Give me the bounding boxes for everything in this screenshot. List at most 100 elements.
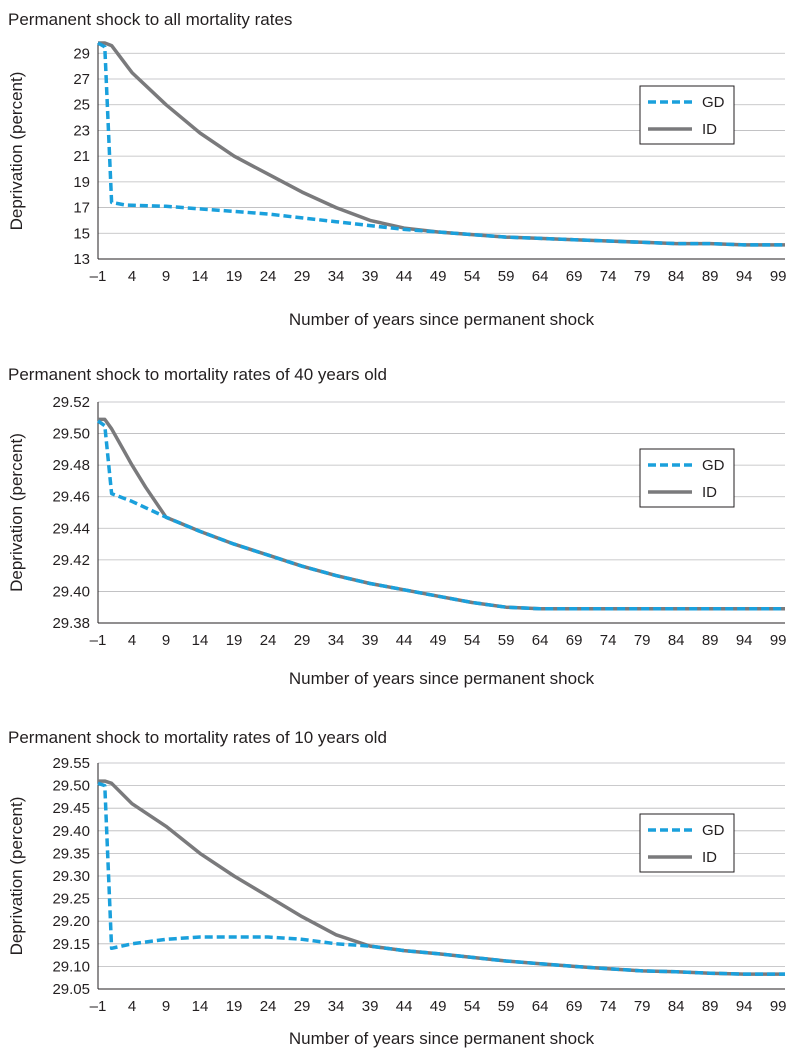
x-axis-title: Number of years since permanent shock xyxy=(289,310,595,329)
legend-label: ID xyxy=(702,849,717,866)
legend-label: GD xyxy=(702,457,725,474)
x-tick-label: 74 xyxy=(600,998,617,1015)
chart-title: Permanent shock to mortality rates of 40… xyxy=(8,365,387,384)
y-tick-label: 29.50 xyxy=(52,426,90,443)
x-tick-label: 9 xyxy=(162,268,170,285)
y-tick-label: 29.55 xyxy=(52,755,90,772)
y-tick-label: 17 xyxy=(73,200,90,217)
series-line-gd xyxy=(96,419,785,611)
x-tick-label: 29 xyxy=(294,998,311,1015)
y-tick-label: 29.48 xyxy=(52,457,90,474)
x-tick-label: 54 xyxy=(464,632,481,649)
x-axis-title: Number of years since permanent shock xyxy=(289,669,595,688)
x-tick-label: 44 xyxy=(396,632,413,649)
x-tick-label: 14 xyxy=(192,632,209,649)
x-tick-label: 54 xyxy=(464,268,481,285)
y-tick-label: 29.52 xyxy=(52,394,90,411)
y-tick-label: 29.45 xyxy=(52,800,90,817)
y-tick-label: 29.42 xyxy=(52,552,90,569)
series-line-id xyxy=(98,417,785,611)
chart-panel-1: Permanent shock to all mortality rates 1… xyxy=(0,0,789,340)
x-tick-label: 39 xyxy=(362,268,379,285)
x-tick-label: 29 xyxy=(294,632,311,649)
y-tick-label: 19 xyxy=(73,174,90,191)
x-tick-label: 64 xyxy=(532,998,549,1015)
x-tick-label: –1 xyxy=(90,998,107,1015)
x-tick-label: 4 xyxy=(128,632,136,649)
x-tick-label: 94 xyxy=(736,268,753,285)
y-tick-label: 29.46 xyxy=(52,489,90,506)
x-tick-label: 44 xyxy=(396,268,413,285)
y-tick-label: 29.10 xyxy=(52,958,90,975)
y-axis-title: Deprivation (percent) xyxy=(7,72,26,231)
x-tick-label: 79 xyxy=(634,632,651,649)
legend-label: GD xyxy=(702,822,725,839)
x-tick-label: 49 xyxy=(430,268,447,285)
x-tick-label: 74 xyxy=(600,632,617,649)
x-tick-label: 49 xyxy=(430,632,447,649)
x-tick-label: 89 xyxy=(702,998,719,1015)
x-tick-label: 84 xyxy=(668,998,685,1015)
x-tick-label: 44 xyxy=(396,998,413,1015)
x-tick-label: 99 xyxy=(770,268,787,285)
x-tick-label: 64 xyxy=(532,632,549,649)
x-tick-label: 84 xyxy=(668,268,685,285)
x-tick-label: –1 xyxy=(90,632,107,649)
y-tick-label: 29.20 xyxy=(52,913,90,930)
legend-box xyxy=(639,448,735,508)
y-tick-label: 29 xyxy=(73,45,90,62)
x-tick-label: 99 xyxy=(770,998,787,1015)
x-tick-label: 89 xyxy=(702,632,719,649)
line-chart-40-years-old: 29.38 29.40 29.42 29.44 29.46 29.48 29.50 29.52… xyxy=(7,394,787,688)
x-tick-label: 59 xyxy=(498,998,515,1015)
y-tick-label: 29.15 xyxy=(52,936,90,953)
x-tick-label: 24 xyxy=(260,268,277,285)
x-tick-label: 79 xyxy=(634,268,651,285)
y-tick-label: 27 xyxy=(73,71,90,88)
x-tick-label: 94 xyxy=(736,632,753,649)
y-tick-label: 29.40 xyxy=(52,823,90,840)
x-tick-label: 59 xyxy=(498,632,515,649)
series-line-gd xyxy=(97,41,785,247)
legend-label: ID xyxy=(702,121,717,138)
chart-panel-3: Permanent shock to mortality rates of 10… xyxy=(0,720,789,1052)
y-tick-label: 29.05 xyxy=(52,981,90,998)
y-tick-label: 15 xyxy=(73,225,90,242)
y-tick-label: 29.35 xyxy=(52,845,90,862)
x-tick-label: 39 xyxy=(362,632,379,649)
y-axis-title: Deprivation (percent) xyxy=(7,797,26,956)
x-tick-label: 79 xyxy=(634,998,651,1015)
x-tick-label: 69 xyxy=(566,998,583,1015)
y-tick-label: 29.38 xyxy=(52,615,90,632)
y-tick-label: 23 xyxy=(73,122,90,139)
x-tick-label: 99 xyxy=(770,632,787,649)
legend-label: ID xyxy=(702,484,717,501)
y-tick-label: 25 xyxy=(73,97,90,114)
x-tick-label: 29 xyxy=(294,268,311,285)
x-tick-label: 64 xyxy=(532,268,549,285)
x-tick-label: 69 xyxy=(566,268,583,285)
x-tick-label: 19 xyxy=(226,998,243,1015)
x-tick-label: 19 xyxy=(226,632,243,649)
x-tick-label: 14 xyxy=(192,268,209,285)
x-tick-label: 89 xyxy=(702,268,719,285)
line-chart-10-years-old: 29.05 29.10 29.15 29.20 29.25 29.30 29.35 29.40… xyxy=(7,755,787,1048)
x-tick-label: –1 xyxy=(90,268,107,285)
chart-panel-2: Permanent shock to mortality rates of 40… xyxy=(0,360,789,700)
x-tick-label: 24 xyxy=(260,632,277,649)
x-tick-label: 34 xyxy=(328,998,345,1015)
x-tick-label: 14 xyxy=(192,998,209,1015)
chart-title: Permanent shock to all mortality rates xyxy=(8,10,293,29)
x-tick-label: 84 xyxy=(668,632,685,649)
x-tick-label: 4 xyxy=(128,998,136,1015)
x-tick-label: 69 xyxy=(566,632,583,649)
y-tick-label: 13 xyxy=(73,251,90,268)
x-tick-label: 4 xyxy=(128,268,136,285)
y-axis-title: Deprivation (percent) xyxy=(7,433,26,592)
series-line-gd xyxy=(97,781,785,976)
x-axis-title: Number of years since permanent shock xyxy=(289,1029,595,1048)
legend-label: GD xyxy=(702,94,725,111)
legend-box xyxy=(639,813,735,873)
x-tick-label: 24 xyxy=(260,998,277,1015)
